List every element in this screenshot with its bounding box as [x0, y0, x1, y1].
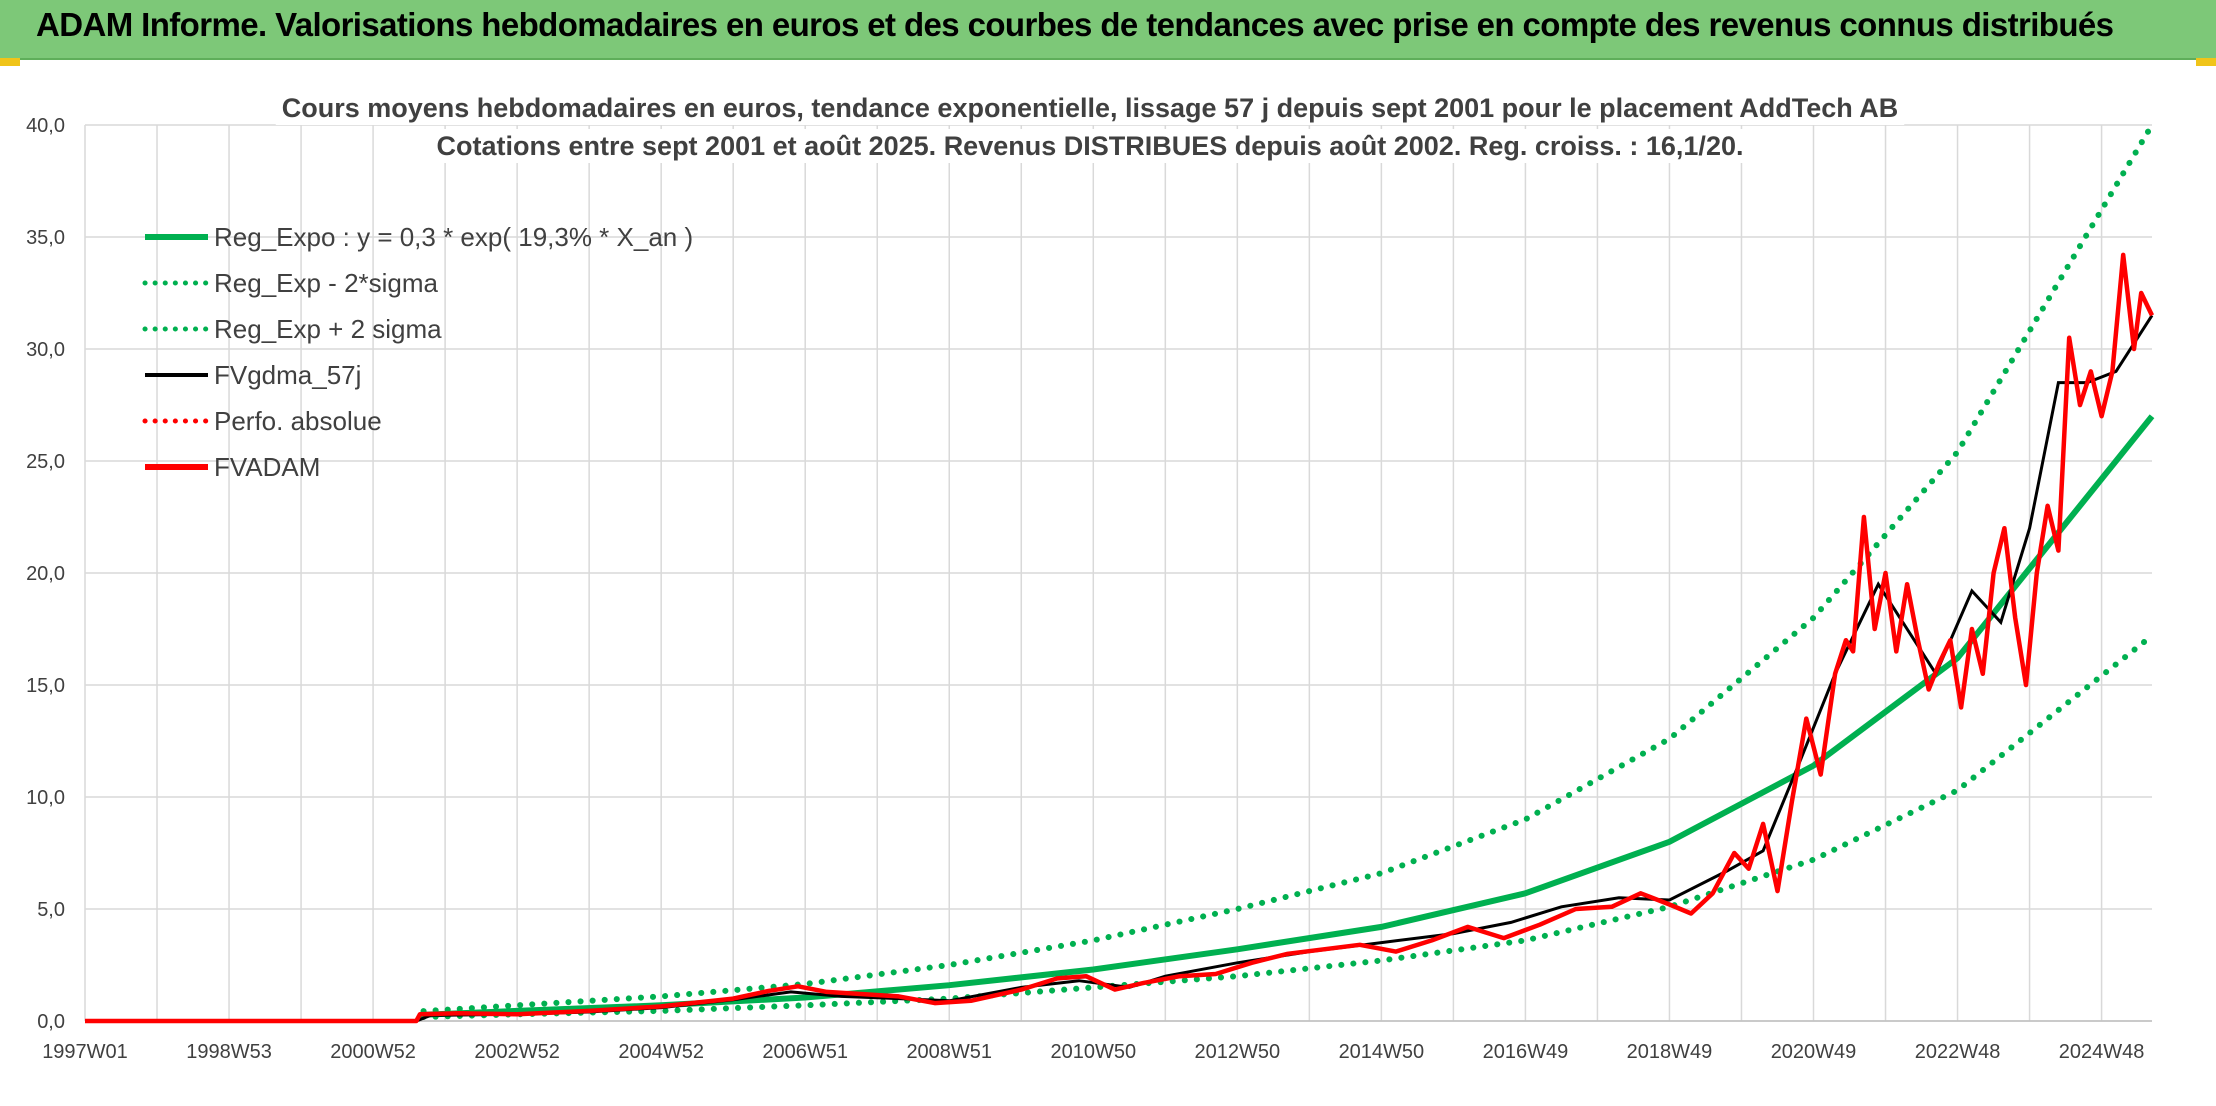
report-banner: ADAM Informe. Valorisations hebdomadaire… [0, 0, 2216, 60]
series-line-fvadam [85, 252, 2155, 1024]
chart-title-line: Cours moyens hebdomadaires en euros, ten… [282, 93, 1898, 123]
x-tick-label: 2010W50 [1050, 1041, 1136, 1063]
y-tick-label: 30,0 [26, 339, 65, 361]
y-tick-label: 10,0 [26, 787, 65, 809]
legend-label: FVgdma_57j [214, 360, 361, 390]
x-axis-ticks: 1997W01 1998W53 2000W52 2002W52 2004W52 2006W… [42, 1041, 2144, 1063]
banner-title: ADAM Informe. Valorisations hebdomadaire… [36, 6, 2114, 43]
x-tick-label: 2014W50 [1339, 1041, 1425, 1063]
x-tick-label: 1997W01 [42, 1041, 128, 1063]
chart-title-backdrop [430, 129, 1750, 163]
legend-label: Reg_Exp - 2*sigma [214, 268, 439, 298]
chart-title-line: Cotations entre sept 2001 et août 2025. … [437, 131, 1744, 161]
corner-marker-right [2196, 58, 2216, 66]
legend-label: Perfo. absolue [214, 406, 382, 436]
chart-title: Cours moyens hebdomadaires en euros, ten… [275, 91, 1905, 163]
chart-gridlines [84, 124, 2152, 1022]
x-tick-label: 2016W49 [1483, 1041, 1569, 1063]
chart-title-backdrop [275, 91, 1905, 125]
y-tick-label: 5,0 [37, 899, 65, 921]
chart-legend: Reg_Expo : y = 0,3 * exp( 19,3% * X_an )… [142, 222, 693, 482]
x-tick-label: 2018W49 [1627, 1041, 1713, 1063]
corner-marker-left [0, 58, 20, 66]
series-line-reg-expo-y-0-3-exp-19-3-x-an [423, 414, 2155, 1018]
legend-label: Reg_Expo : y = 0,3 * exp( 19,3% * X_an ) [214, 222, 693, 252]
chart: 0,0 5,0 10,0 15,0 20,0 25,0 30,0 35,0 40,0 1997W… [26, 91, 2155, 1063]
x-tick-label: 2006W51 [762, 1041, 848, 1063]
legend-label: Reg_Exp + 2 sigma [214, 314, 442, 344]
x-tick-label: 2020W49 [1771, 1041, 1857, 1063]
x-tick-label: 2000W52 [330, 1041, 416, 1063]
y-tick-label: 15,0 [26, 675, 65, 697]
y-tick-label: 25,0 [26, 451, 65, 473]
y-tick-label: 35,0 [26, 227, 65, 249]
legend-label: FVADAM [214, 452, 320, 482]
y-tick-label: 40,0 [26, 115, 65, 137]
x-tick-label: 1998W53 [186, 1041, 272, 1063]
y-tick-label: 0,0 [37, 1011, 65, 1033]
x-tick-label: 2022W48 [1915, 1041, 2001, 1063]
y-axis-ticks: 0,0 5,0 10,0 15,0 20,0 25,0 30,0 35,0 40,0 [26, 115, 65, 1033]
x-tick-label: 2012W50 [1195, 1041, 1281, 1063]
series-line-reg-exp-2-sigma [420, 632, 2155, 1020]
x-tick-label: 2024W48 [2059, 1041, 2145, 1063]
x-tick-label: 2008W51 [906, 1041, 992, 1063]
series-line-fvgdma-57j [85, 314, 2154, 1023]
series-line-reg-exp-2-sigma [420, 122, 2155, 1015]
y-tick-label: 20,0 [26, 563, 65, 585]
chart-series [85, 122, 2155, 1024]
x-tick-label: 2004W52 [618, 1041, 704, 1063]
x-tick-label: 2002W52 [474, 1041, 560, 1063]
